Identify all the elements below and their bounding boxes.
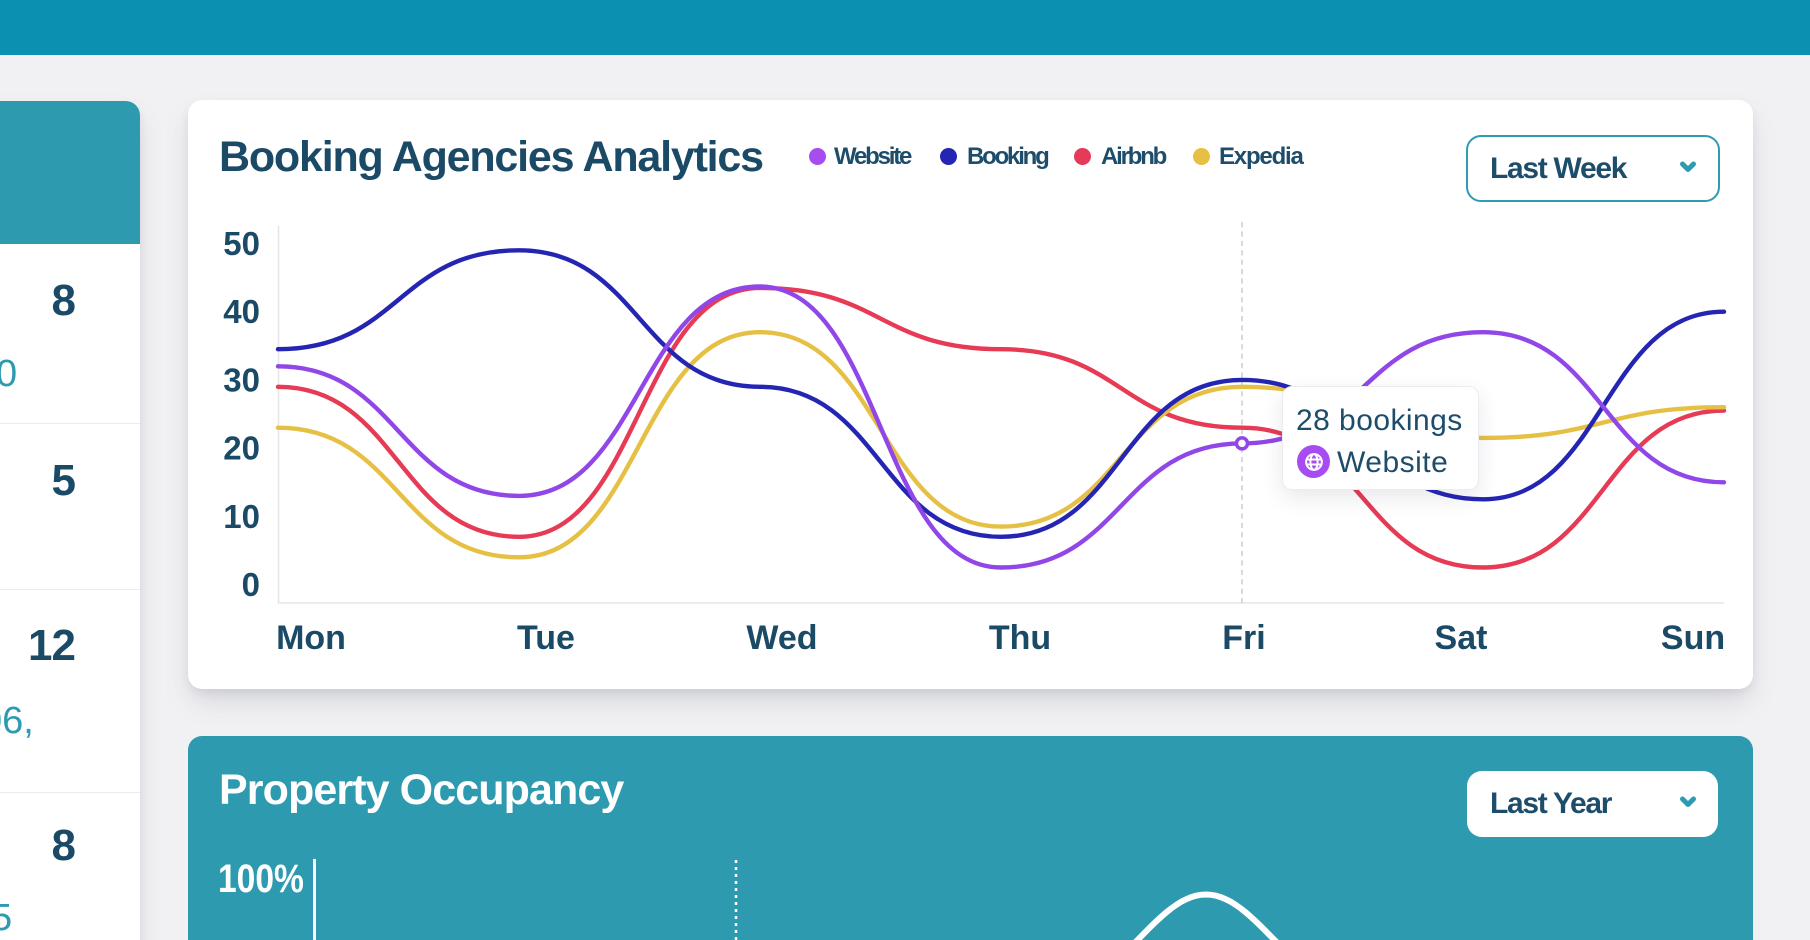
svg-text:0: 0 <box>242 566 260 603</box>
svg-text:30: 30 <box>223 362 260 399</box>
svg-text:Sun: Sun <box>1661 619 1725 657</box>
svg-text:20: 20 <box>223 430 260 467</box>
svg-text:Mon: Mon <box>276 619 346 657</box>
svg-text:Wed: Wed <box>746 619 817 657</box>
svg-text:10: 10 <box>223 498 260 535</box>
svg-text:Tue: Tue <box>517 619 575 657</box>
svg-text:40: 40 <box>223 293 260 330</box>
svg-text:Fri: Fri <box>1222 619 1265 657</box>
svg-text:Sat: Sat <box>1435 619 1488 657</box>
svg-text:Thu: Thu <box>989 619 1051 657</box>
svg-text:50: 50 <box>223 225 260 262</box>
